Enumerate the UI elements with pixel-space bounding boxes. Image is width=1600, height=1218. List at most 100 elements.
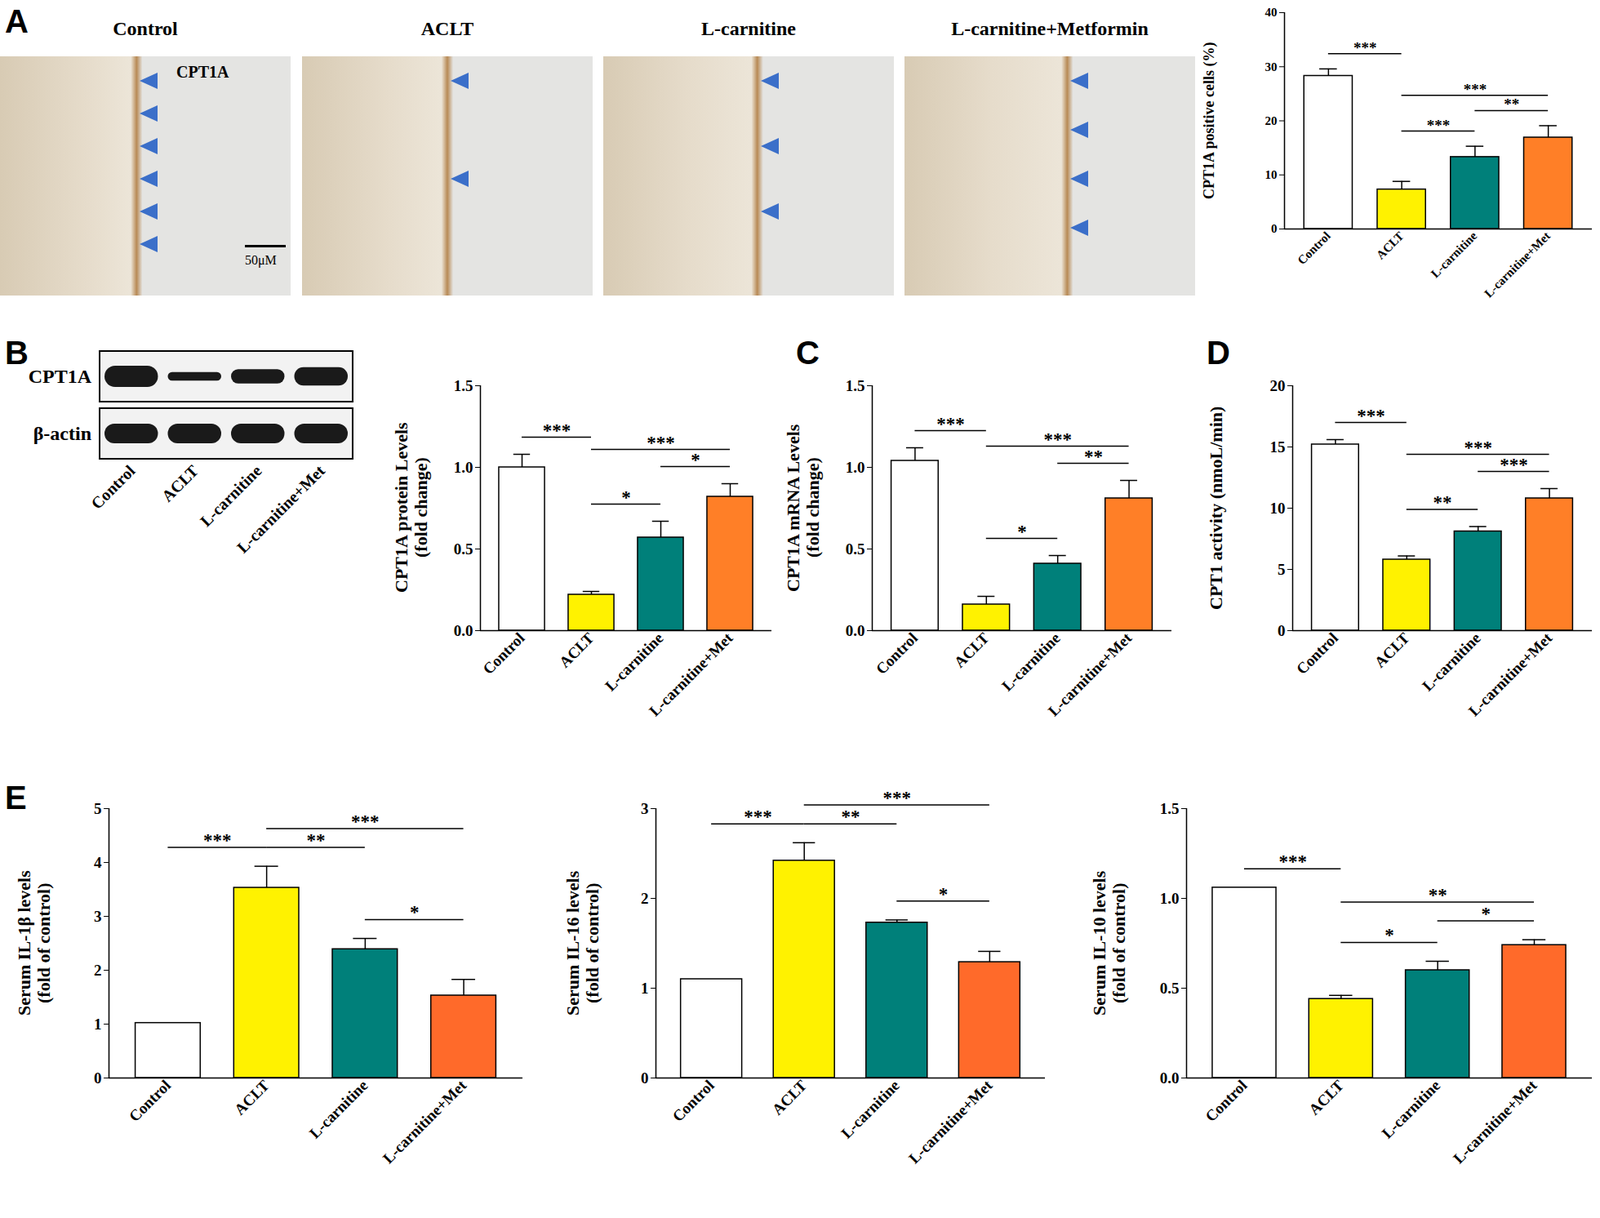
svg-text:L-carnitine+Met: L-carnitine+Met	[233, 461, 329, 557]
svg-text:β-actin: β-actin	[33, 422, 92, 445]
svg-text:CPT1A: CPT1A	[28, 365, 93, 387]
svg-text:0.5: 0.5	[845, 540, 866, 558]
svg-text:1.5: 1.5	[845, 377, 866, 395]
svg-text:30: 30	[1265, 60, 1278, 74]
svg-text:L-carnitine+Met: L-carnitine+Met	[1481, 229, 1553, 301]
svg-text:0.0: 0.0	[1160, 1069, 1180, 1087]
svg-text:L-carnitine: L-carnitine	[306, 1076, 372, 1143]
svg-text:L-carnitine+Met: L-carnitine+Met	[1465, 628, 1556, 720]
svg-text:L-carnitine: L-carnitine	[998, 629, 1064, 695]
svg-text:***: ***	[1426, 116, 1451, 134]
svg-text:*: *	[621, 487, 632, 508]
svg-text:***: ***	[1499, 454, 1529, 476]
svg-text:**: **	[1503, 95, 1520, 113]
svg-text:***: ***	[542, 420, 572, 441]
svg-text:L-carnitine: L-carnitine	[601, 629, 667, 695]
svg-text:*: *	[1017, 521, 1027, 543]
svg-text:ACLT: ACLT	[1373, 229, 1407, 263]
svg-text:3: 3	[93, 907, 103, 925]
svg-text:***: ***	[351, 811, 380, 832]
svg-text:***: ***	[1463, 437, 1493, 458]
svg-text:20: 20	[1270, 377, 1286, 395]
svg-text:L-carnitine+Met: L-carnitine+Met	[905, 1075, 996, 1167]
html-text:CPT1A protein Levels (fold cha: CPT1A protein Levels (fold change)	[391, 422, 432, 593]
html-text:Serum IL-1β levels (fold of co: Serum IL-1β levels (fold of control)	[13, 870, 55, 1016]
html-text:A: A	[4, 3, 29, 40]
svg-text:***: ***	[1463, 80, 1488, 98]
svg-text:L-carnitine+Met: L-carnitine+Met	[379, 1075, 471, 1167]
svg-text:1.0: 1.0	[845, 458, 866, 476]
svg-text:***: ***	[1353, 39, 1378, 57]
svg-text:***: ***	[1356, 405, 1386, 427]
svg-text:Control: Control	[1294, 229, 1333, 267]
svg-text:L-carnitine: L-carnitine	[196, 461, 266, 530]
svg-text:ACLT: ACLT	[1305, 1076, 1347, 1119]
svg-text:*: *	[690, 449, 701, 471]
svg-text:*: *	[1481, 903, 1492, 925]
svg-text:L-carnitine+Met: L-carnitine+Met	[645, 628, 737, 720]
svg-text:1.0: 1.0	[453, 458, 474, 476]
svg-text:Control: Control	[87, 461, 139, 513]
svg-text:0.5: 0.5	[453, 540, 474, 558]
svg-text:**: **	[1433, 492, 1453, 513]
svg-text:0: 0	[1277, 622, 1286, 640]
svg-text:ACLT: ACLT	[555, 629, 598, 672]
svg-text:Control: Control	[668, 1076, 717, 1125]
svg-text:0.5: 0.5	[1160, 979, 1180, 997]
svg-text:***: ***	[936, 413, 965, 435]
svg-text:**: **	[1084, 446, 1103, 467]
svg-text:Control: Control	[479, 629, 528, 678]
svg-text:40: 40	[1265, 5, 1278, 19]
svg-text:L-carnitine+Met: L-carnitine+Met	[1449, 1075, 1541, 1167]
svg-text:0.0: 0.0	[845, 622, 866, 640]
svg-text:1.0: 1.0	[1160, 889, 1180, 907]
svg-text:Control: Control	[125, 1076, 174, 1125]
svg-text:*: *	[1384, 924, 1395, 946]
svg-text:1: 1	[640, 979, 649, 997]
svg-text:ACLT: ACLT	[231, 1076, 273, 1119]
svg-text:0: 0	[1271, 222, 1278, 236]
svg-text:ACLT: ACLT	[950, 629, 992, 672]
svg-text:*: *	[409, 902, 420, 923]
html-text:Serum IL-16 levels (fold of co: Serum IL-16 levels (fold of control)	[562, 870, 603, 1016]
svg-text:Control: Control	[1293, 629, 1342, 678]
svg-text:5: 5	[93, 800, 103, 818]
svg-text:2: 2	[93, 961, 103, 979]
svg-text:4: 4	[93, 853, 103, 872]
svg-text:***: ***	[743, 806, 773, 827]
svg-text:2: 2	[640, 889, 649, 907]
svg-text:ACLT: ACLT	[158, 461, 203, 506]
svg-text:ACLT: ACLT	[1370, 629, 1413, 672]
svg-text:***: ***	[646, 432, 676, 454]
svg-text:L-carnitine: L-carnitine	[837, 1076, 903, 1143]
svg-text:L-carnitine+Met: L-carnitine+Met	[1044, 628, 1136, 720]
svg-text:Control: Control	[1201, 1076, 1250, 1125]
svg-text:10: 10	[1265, 168, 1278, 182]
svg-text:10: 10	[1270, 499, 1286, 517]
html-text:CPT1A mRNA Levels (fold change: CPT1A mRNA Levels (fold change)	[782, 423, 824, 592]
svg-text:5: 5	[1277, 560, 1286, 578]
svg-text:L-carnitine: L-carnitine	[1428, 228, 1480, 280]
svg-text:***: ***	[883, 787, 912, 809]
svg-text:1: 1	[93, 1015, 103, 1033]
svg-text:**: **	[1428, 884, 1448, 906]
svg-text:0: 0	[640, 1069, 649, 1087]
svg-text:***: ***	[203, 830, 232, 851]
svg-text:L-carnitine: L-carnitine	[1378, 1076, 1445, 1143]
html-text:Serum IL-10 levels (fold of co: Serum IL-10 levels (fold of control)	[1088, 870, 1130, 1016]
svg-text:0: 0	[93, 1069, 103, 1087]
svg-text:*: *	[938, 884, 949, 905]
svg-text:1.5: 1.5	[453, 377, 474, 395]
svg-text:***: ***	[1278, 851, 1307, 872]
svg-text:3: 3	[640, 800, 649, 818]
svg-text:0.0: 0.0	[453, 622, 474, 640]
svg-text:20: 20	[1265, 114, 1278, 128]
svg-text:***: ***	[1043, 429, 1072, 450]
svg-text:L-carnitine: L-carnitine	[1418, 629, 1485, 695]
svg-text:**: **	[841, 806, 861, 827]
svg-text:**: **	[306, 830, 326, 851]
svg-text:1.5: 1.5	[1160, 800, 1180, 818]
svg-text:ACLT: ACLT	[768, 1076, 810, 1119]
svg-text:Control: Control	[872, 629, 921, 678]
svg-text:15: 15	[1270, 438, 1286, 456]
